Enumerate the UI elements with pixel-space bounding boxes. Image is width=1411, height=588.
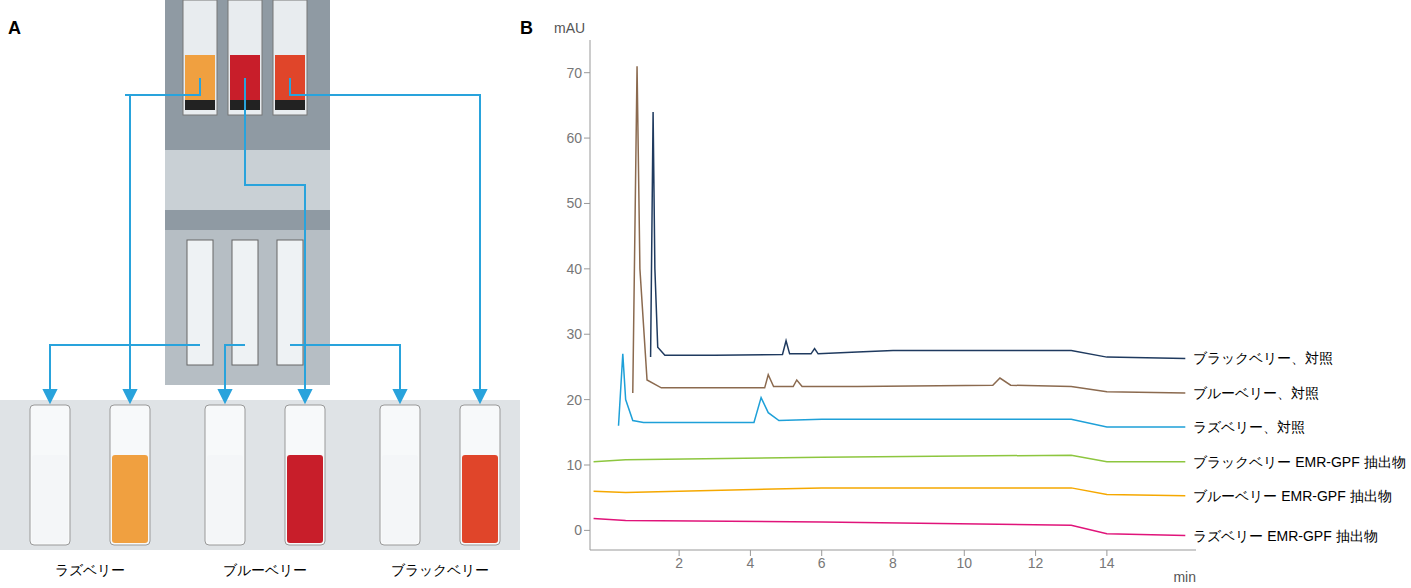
svg-text:ブルーベリー: ブルーベリー <box>223 562 307 578</box>
svg-text:12: 12 <box>1028 555 1044 571</box>
svg-text:0: 0 <box>574 522 582 538</box>
svg-text:14: 14 <box>1099 555 1115 571</box>
svg-text:ブルーベリー EMR-GPF 抽出物: ブルーベリー EMR-GPF 抽出物 <box>1193 488 1391 504</box>
svg-text:min: min <box>1173 569 1196 585</box>
svg-text:6: 6 <box>818 555 826 571</box>
svg-text:ラズベリー、対照: ラズベリー、対照 <box>1193 419 1305 435</box>
svg-text:4: 4 <box>747 555 755 571</box>
svg-text:30: 30 <box>566 326 582 342</box>
svg-text:ブルーベリー、対照: ブルーベリー、対照 <box>1193 385 1319 401</box>
svg-text:8: 8 <box>889 555 897 571</box>
svg-text:20: 20 <box>566 392 582 408</box>
svg-text:ブラックベリー EMR-GPF 抽出物: ブラックベリー EMR-GPF 抽出物 <box>1193 454 1405 470</box>
svg-text:ラズベリー EMR-GPF 抽出物: ラズベリー EMR-GPF 抽出物 <box>1193 528 1377 544</box>
svg-text:ブラックベリー、対照: ブラックベリー、対照 <box>1193 350 1333 366</box>
svg-text:50: 50 <box>566 195 582 211</box>
svg-text:ブラックベリー: ブラックベリー <box>391 562 489 578</box>
svg-text:2: 2 <box>675 555 683 571</box>
svg-text:10: 10 <box>957 555 973 571</box>
svg-text:40: 40 <box>566 261 582 277</box>
svg-text:A: A <box>8 18 21 38</box>
html-text:B: B <box>520 18 533 38</box>
svg-text:ラズベリー: ラズベリー <box>55 562 125 578</box>
svg-text:60: 60 <box>566 130 582 146</box>
svg-text:70: 70 <box>566 65 582 81</box>
html-text:mAU: mAU <box>554 20 586 36</box>
svg-text:10: 10 <box>566 457 582 473</box>
